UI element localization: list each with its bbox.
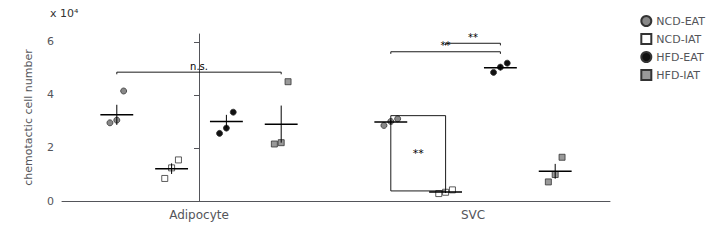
svg-text:**: **	[468, 32, 478, 43]
svg-text:4: 4	[47, 88, 54, 101]
svg-text:n.s.: n.s.	[190, 61, 208, 72]
svg-text:chemotactic cell number: chemotactic cell number	[22, 49, 35, 186]
svg-text:NCD-EAT: NCD-EAT	[656, 15, 705, 28]
svg-text:2: 2	[47, 141, 54, 154]
svg-text:SVC: SVC	[461, 208, 485, 222]
svg-text:HFD-IAT: HFD-IAT	[656, 69, 700, 82]
svg-text:**: **	[413, 147, 425, 160]
svg-text:6: 6	[47, 35, 54, 48]
svg-text:NCD-IAT: NCD-IAT	[656, 33, 701, 46]
svg-text:HFD-EAT: HFD-EAT	[656, 51, 704, 64]
svg-text:0: 0	[47, 195, 54, 208]
svg-text:**: **	[441, 40, 451, 51]
svg-text:Adipocyte: Adipocyte	[169, 208, 229, 222]
svg-text:x 10⁴: x 10⁴	[50, 7, 79, 20]
